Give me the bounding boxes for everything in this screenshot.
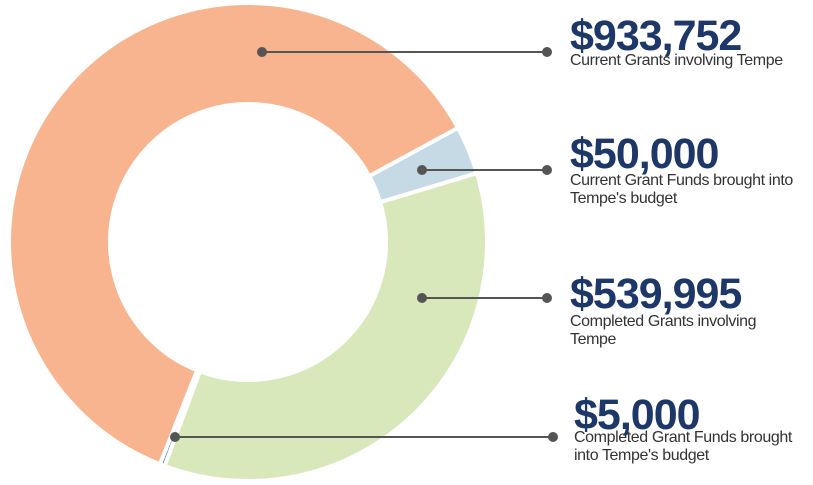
leader-dot xyxy=(542,293,552,303)
leader-dot xyxy=(417,293,427,303)
value-label: $933,752 xyxy=(570,12,742,60)
value-label: $5,000 xyxy=(574,391,701,439)
category-label: Current Grants involving Tempe xyxy=(570,52,783,69)
value-label: $50,000 xyxy=(570,130,719,178)
donut-slice xyxy=(157,367,203,469)
category-label: Completed Grants involving Tempe xyxy=(570,313,757,348)
leader-dot xyxy=(257,47,267,57)
leader-dot xyxy=(417,165,427,175)
donut-slice xyxy=(7,1,461,467)
donut-slice xyxy=(162,170,489,483)
leader-dot xyxy=(548,432,558,442)
category-label: Completed Grant Funds brought into Tempe… xyxy=(574,429,792,464)
leader-dot xyxy=(542,47,552,57)
leader-dot xyxy=(542,165,552,175)
category-label: Current Grant Funds brought into Tempe's… xyxy=(570,172,793,207)
leader-dot xyxy=(170,432,180,442)
value-label: $539,995 xyxy=(570,270,742,318)
